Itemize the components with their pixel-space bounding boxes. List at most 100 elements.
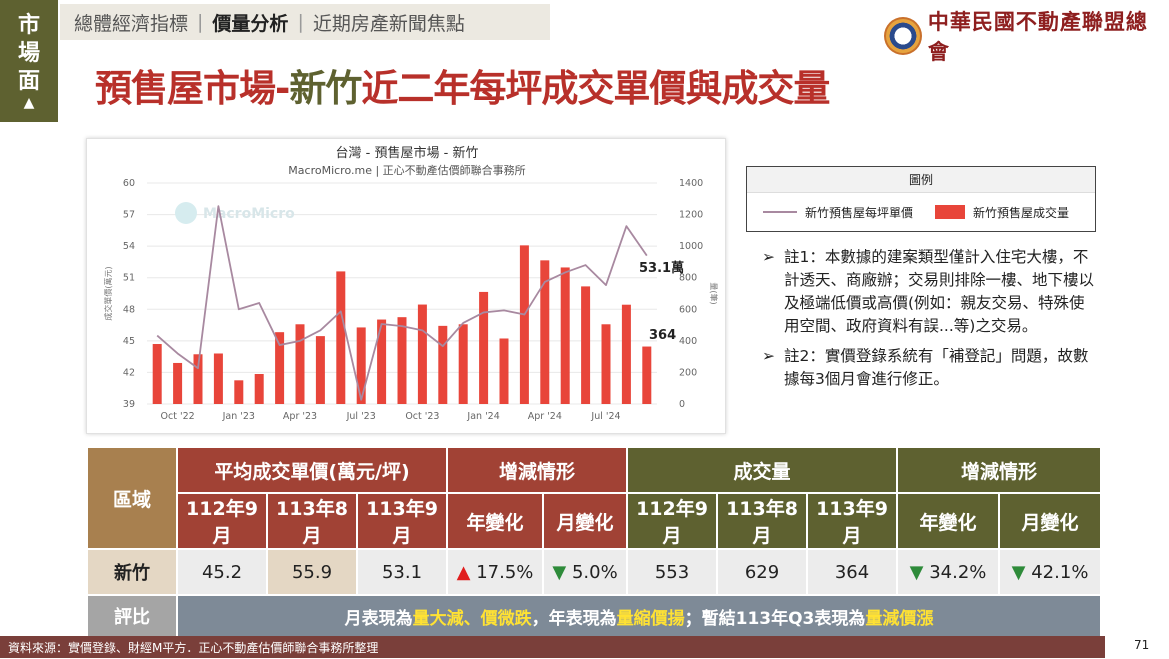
col-header: 113年9月 — [808, 494, 897, 548]
col-header: 113年9月 — [358, 494, 447, 548]
note-text: 註1：本數據的建案類型僅計入住宅大樓，不計透天、商廠辦；交易則排除一樓、地下樓以… — [784, 248, 1095, 335]
down-arrow-icon: ▼ — [1011, 561, 1026, 583]
page-title: 預售屋市場-新竹近二年每坪成交單價與成交量 — [95, 58, 830, 112]
y-left-tick-label: 45 — [123, 336, 135, 347]
chart-subtitle: MacroMicro.me | 正心不動產估價師聯合事務所 — [288, 163, 525, 177]
x-tick-label: Oct '22 — [161, 411, 195, 422]
volume-bar — [642, 346, 652, 404]
volume-bar — [601, 324, 611, 404]
chart-panel: 台灣 - 預售屋市場 - 新竹 MacroMicro.me | 正心不動產估價師聯… — [86, 138, 726, 434]
x-tick-label: Jul '24 — [590, 411, 620, 422]
col-header: 112年9月 — [628, 494, 717, 548]
down-arrow-icon: ▼ — [552, 561, 567, 583]
y-right-axis-label: 量(筆) — [709, 282, 719, 304]
notes: ➢ 註1：本數據的建案類型僅計入住宅大樓，不計透天、商廠辦；交易則排除一樓、地下… — [762, 246, 1098, 398]
legend-title: 圖例 — [747, 167, 1095, 193]
y-right-tick-label: 1400 — [679, 178, 703, 189]
table-cell: 364 — [808, 550, 897, 594]
up-arrow-icon: ▲ — [456, 561, 471, 583]
watermark-text: MacroMicro — [203, 206, 295, 222]
volume-bar — [479, 291, 489, 404]
nav-separator: | — [197, 11, 204, 33]
change-value: 42.1% — [1031, 561, 1089, 583]
price-change-header: 增減情形 — [448, 448, 627, 492]
legend-box: 圖例 新竹預售屋每坪單價 新竹預售屋成交量 — [746, 166, 1096, 232]
chart-svg: 台灣 - 預售屋市場 - 新竹 MacroMicro.me | 正心不動產估價師聯… — [103, 145, 719, 422]
y-right-tick-label: 1000 — [679, 241, 703, 252]
nav-item-macro[interactable]: 總體經濟指標 — [74, 12, 189, 35]
table-cell: 45.2 — [178, 550, 266, 594]
footer-source: 資料來源：實價登錄、財經M平方．正心不動產估價師聯合事務所整理 — [0, 636, 1105, 658]
y-left-axis-label: 成交單價(萬元) — [103, 266, 113, 320]
volume-data-label: 364 — [649, 328, 676, 343]
table-cell: ▼ 34.2% — [898, 550, 999, 594]
col-header: 113年8月 — [718, 494, 807, 548]
summary-label: 評比 — [88, 596, 176, 636]
note-text: 註2：實價登錄系統有「補登記」問題，故數據每3個月會進行修正。 — [784, 347, 1089, 388]
summary-highlight: 量大減、價微跌 — [412, 608, 532, 629]
y-left-tick-label: 51 — [123, 273, 135, 284]
volume-bar — [581, 286, 591, 404]
col-header: 月變化 — [1000, 494, 1101, 548]
y-right-tick-label: 800 — [679, 273, 697, 284]
summary-part: ；暫結113年Q3表現為 — [684, 608, 866, 629]
legend-row: 新竹預售屋每坪單價 新竹預售屋成交量 — [747, 193, 1095, 231]
volume-bar — [234, 380, 244, 404]
volume-bar — [540, 260, 550, 404]
volume-bar — [213, 353, 223, 404]
section-tag-char: 面 — [17, 69, 40, 94]
summary-table: 區域 平均成交單價(萬元/坪) 增減情形 成交量 增減情形 112年9月 113… — [86, 446, 1102, 638]
title-region: 新竹 — [289, 67, 362, 110]
y-right-tick-label: 0 — [679, 399, 685, 410]
org-seal-icon — [884, 17, 922, 55]
chart-title: 台灣 - 預售屋市場 - 新竹 — [336, 145, 479, 161]
row-label: 新竹 — [88, 550, 176, 594]
section-tag-char: 市 — [17, 13, 40, 38]
col-header: 113年8月 — [268, 494, 356, 548]
volume-bar — [295, 324, 305, 404]
volume-bar — [417, 304, 427, 404]
x-tick-label: Jul '23 — [346, 411, 376, 422]
table-cell: ▼ 5.0% — [544, 550, 627, 594]
top-nav: 總體經濟指標 | 價量分析 | 近期房產新聞焦點 — [60, 4, 550, 40]
legend-bar-swatch — [935, 205, 966, 219]
nav-item-news[interactable]: 近期房產新聞焦點 — [312, 12, 465, 35]
volume-bar — [519, 245, 529, 404]
org-logo: 中華民國不動產聯盟總會 — [884, 6, 1169, 66]
volume-bar — [356, 327, 366, 404]
y-left-tick-label: 60 — [123, 178, 135, 189]
nav-item-price-volume[interactable]: 價量分析 — [212, 12, 289, 35]
price-header: 平均成交單價(萬元/坪) — [178, 448, 447, 492]
x-tick-label: Jan '23 — [222, 411, 255, 422]
table-cell: 53.1 — [358, 550, 447, 594]
volume-bar — [336, 271, 346, 404]
volume-bar — [193, 354, 203, 404]
x-tick-label: Oct '23 — [405, 411, 439, 422]
volume-bar — [397, 317, 407, 404]
summary-highlight: 量縮價揚 — [616, 608, 685, 629]
table-cell: 629 — [718, 550, 807, 594]
y-right-tick-label: 1200 — [679, 210, 703, 221]
region-header: 區域 — [88, 448, 176, 548]
change-value: 34.2% — [929, 561, 987, 583]
table-cell: 55.9 — [268, 550, 356, 594]
legend-line-swatch — [763, 211, 797, 213]
y-left-tick-label: 42 — [123, 367, 135, 378]
page-number: 71 — [1134, 638, 1150, 652]
col-header: 年變化 — [448, 494, 543, 548]
summary-part: ，年表現為 — [531, 608, 617, 629]
section-tag-char: 場 — [17, 41, 40, 66]
volume-change-header: 增減情形 — [898, 448, 1101, 492]
change-value: 17.5% — [476, 561, 534, 583]
col-header: 月變化 — [544, 494, 627, 548]
volume-bar — [315, 336, 325, 404]
volume-bar — [438, 325, 448, 404]
triangle-up-icon: ▲ — [23, 95, 35, 111]
table-row: 新竹 45.2 55.9 53.1 ▲ 17.5% ▼ 5.0% 553 629… — [88, 550, 1101, 594]
summary-highlight: 量減價漲 — [865, 608, 934, 629]
change-value: 5.0% — [571, 561, 618, 583]
legend-line-label: 新竹預售屋每坪單價 — [805, 205, 914, 220]
section-tag: 市 場 面 ▲ — [0, 0, 58, 122]
legend-bar-label: 新竹預售屋成交量 — [973, 205, 1070, 220]
